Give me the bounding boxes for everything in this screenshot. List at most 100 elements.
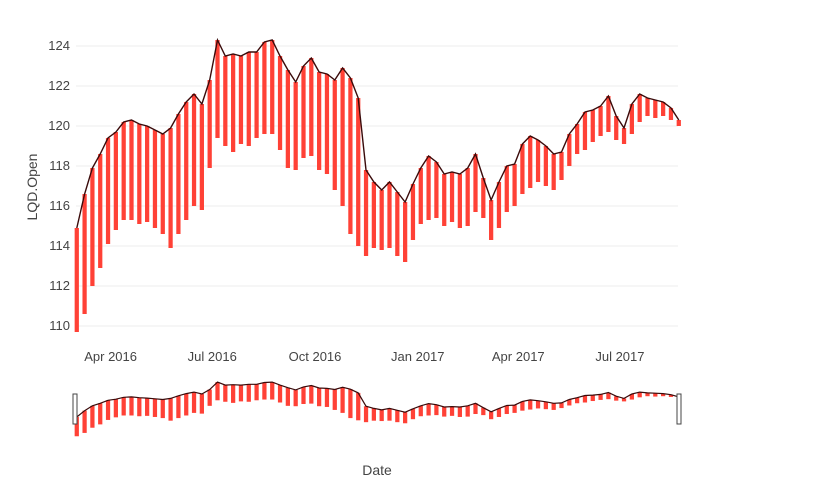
- slider-candle-bar: [442, 406, 447, 417]
- candle-bar: [403, 202, 408, 262]
- candle-bar: [137, 124, 142, 224]
- slider-candle-bar: [113, 399, 118, 418]
- candle-bar: [90, 168, 95, 286]
- candle-bar: [270, 40, 275, 134]
- candle-bar: [371, 182, 376, 248]
- slider-candle-bar: [551, 403, 556, 410]
- candle-bar: [207, 80, 212, 168]
- candle-bar: [254, 52, 259, 138]
- slider-candle-bar: [160, 399, 165, 419]
- slider-candle-bar: [293, 389, 298, 407]
- candle-bar: [199, 104, 204, 210]
- slider-candle-bar: [418, 405, 423, 417]
- candle-bar: [410, 184, 416, 240]
- candle-bar: [645, 98, 650, 116]
- y-tick-label: 118: [49, 158, 70, 173]
- candle-bar: [168, 128, 173, 248]
- x-axis-ticks: Apr 2016 Jul 2016 Oct 2016 Jan 2017 Apr 2017…: [84, 349, 644, 364]
- slider-candle-bar: [512, 405, 517, 413]
- candle-bar: [504, 166, 509, 212]
- slider-candle-bar: [145, 398, 150, 416]
- slider-candle-bar: [379, 409, 384, 422]
- slider-candle-bar: [231, 384, 236, 403]
- candle-bar: [434, 162, 439, 218]
- slider-candle-bar: [332, 389, 337, 410]
- candle-bar: [238, 56, 244, 144]
- slider-candle-bar: [465, 405, 470, 417]
- slider-candle-bar: [98, 403, 103, 425]
- range-slider-right-handle[interactable]: [676, 393, 682, 425]
- slider-candle-bar: [489, 411, 494, 420]
- candle-bar: [129, 120, 134, 220]
- slider-candle-bar: [403, 412, 408, 424]
- slider-candle-bar: [504, 405, 509, 415]
- candle-bar: [363, 170, 369, 256]
- candle-bar: [457, 174, 462, 228]
- candle-bar: [348, 78, 353, 234]
- candle-bar: [74, 228, 79, 332]
- candle-bar: [559, 152, 564, 180]
- x-tick-label: Apr 2016: [84, 349, 137, 364]
- range-slider-line: [76, 381, 679, 418]
- candle-bar: [590, 110, 595, 142]
- candle-bar: [442, 174, 447, 226]
- range-slider-candles: [74, 382, 681, 437]
- slider-candle-bar: [653, 393, 658, 397]
- candle-bar: [449, 172, 455, 222]
- candle-bar: [184, 102, 189, 220]
- slider-candle-bar: [496, 408, 502, 417]
- slider-candle-bar: [598, 394, 603, 400]
- y-tick-label: 116: [49, 198, 70, 213]
- slider-candle-bar: [82, 410, 87, 433]
- candle-bar: [582, 112, 588, 150]
- slider-candle-bar: [543, 401, 548, 410]
- candle-bar: [637, 94, 642, 122]
- range-slider-left-handle[interactable]: [72, 393, 78, 425]
- candle-bar: [489, 200, 494, 240]
- candle-bar: [317, 72, 322, 170]
- candle-bar: [598, 106, 603, 136]
- slider-candle-bar: [238, 385, 244, 402]
- candle-bar: [551, 154, 556, 190]
- candle-bar: [661, 102, 666, 116]
- y-tick-label: 112: [49, 278, 70, 293]
- x-tick-label: Oct 2016: [289, 349, 342, 364]
- slider-candle-bar: [317, 388, 322, 407]
- candle-bar: [105, 138, 111, 244]
- candle-bar: [614, 116, 619, 140]
- slider-candle-bar: [121, 397, 126, 416]
- slider-candle-bar: [74, 416, 79, 437]
- slider-candle-bar: [606, 392, 611, 400]
- y-tick-label: 120: [48, 118, 70, 133]
- slider-candle-bar: [215, 382, 220, 401]
- slider-candle-bar: [371, 408, 376, 421]
- candle-bar: [324, 74, 330, 174]
- slider-candle-bar: [348, 389, 353, 419]
- candle-bar: [528, 136, 533, 188]
- candle-bar: [653, 100, 658, 118]
- slider-candle-bar: [137, 397, 142, 417]
- slider-candle-bar: [410, 408, 416, 420]
- candle-bar: [676, 120, 681, 126]
- candle-bar: [629, 104, 634, 134]
- slider-candle-bar: [176, 395, 181, 419]
- candle-bar: [285, 70, 290, 168]
- range-slider[interactable]: [72, 377, 682, 437]
- candle-bar: [145, 126, 150, 222]
- candle-bar: [535, 140, 541, 182]
- slider-candle-bar: [449, 406, 455, 416]
- candle-bar: [98, 154, 103, 268]
- slider-candle-bar: [191, 392, 197, 413]
- candle-bar: [293, 82, 298, 170]
- slider-candle-bar: [262, 382, 267, 400]
- candle-bar: [246, 52, 251, 146]
- slider-candle-bar: [575, 397, 580, 404]
- slider-candle-bar: [629, 393, 634, 400]
- slider-candle-bar: [387, 408, 392, 421]
- slider-candle-bar: [426, 403, 431, 416]
- candle-bar: [512, 164, 517, 206]
- slider-candle-bar: [528, 399, 533, 410]
- slider-candle-bar: [309, 385, 314, 404]
